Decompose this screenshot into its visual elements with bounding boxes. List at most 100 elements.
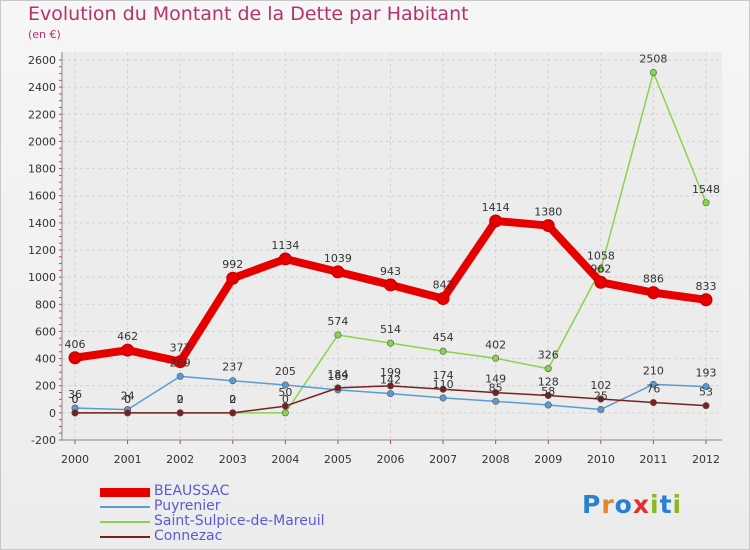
data-label: 2 xyxy=(177,393,184,406)
data-label: 454 xyxy=(433,331,454,344)
data-label: 50 xyxy=(278,386,292,399)
legend-swatch xyxy=(100,487,150,497)
data-point xyxy=(649,68,657,76)
legend-label: Puyrenier xyxy=(154,498,221,514)
data-point xyxy=(492,397,500,405)
data-point xyxy=(544,401,552,409)
y-tick-label: 2400 xyxy=(28,81,56,94)
data-label: 0 xyxy=(72,393,79,406)
legend-item: Saint-Sulpice-de-Mareuil xyxy=(100,514,360,529)
y-tick-label: 200 xyxy=(35,380,56,393)
data-label: 102 xyxy=(590,379,611,392)
logo-letter: i xyxy=(650,490,660,519)
data-label: 142 xyxy=(380,374,401,387)
data-point xyxy=(649,399,657,407)
data-label: 199 xyxy=(380,366,401,379)
data-label: 962 xyxy=(590,262,611,275)
data-point xyxy=(594,275,608,289)
data-label: 174 xyxy=(433,369,454,382)
data-label: 943 xyxy=(380,265,401,278)
x-tick-label: 2002 xyxy=(166,453,194,466)
data-point xyxy=(699,293,713,307)
data-point xyxy=(646,286,660,300)
data-point xyxy=(229,377,237,385)
data-label: 402 xyxy=(485,338,506,351)
data-point xyxy=(331,265,345,279)
x-tick-label: 2007 xyxy=(429,453,457,466)
legend-item: Puyrenier xyxy=(100,499,360,514)
data-point xyxy=(492,354,500,362)
proxiti-logo: Proxiti xyxy=(582,490,682,519)
data-point xyxy=(281,409,289,417)
data-point xyxy=(541,219,555,233)
data-label: 128 xyxy=(538,375,559,388)
legend-label: Connezac xyxy=(154,528,223,544)
data-label: 149 xyxy=(485,373,506,386)
y-tick-label: 1200 xyxy=(28,244,56,257)
legend-item: BEAUSSAC xyxy=(100,484,360,499)
data-point xyxy=(334,331,342,339)
data-label: 85 xyxy=(489,381,503,394)
x-tick-label: 2006 xyxy=(377,453,405,466)
x-tick-label: 2008 xyxy=(482,453,510,466)
x-tick-label: 2009 xyxy=(534,453,562,466)
legend-swatch xyxy=(100,536,150,538)
chart-title: Evolution du Montant de la Dette par Hab… xyxy=(28,3,469,25)
x-tick-label: 2001 xyxy=(114,453,142,466)
y-tick-label: 1800 xyxy=(28,163,56,176)
y-tick-label: 800 xyxy=(35,298,56,311)
data-point xyxy=(702,383,710,391)
data-point xyxy=(702,199,710,207)
data-label: 0 xyxy=(282,393,289,406)
data-label: 36 xyxy=(68,388,82,401)
data-label: 992 xyxy=(222,258,243,271)
data-point xyxy=(71,409,79,417)
legend-swatch xyxy=(100,521,150,523)
data-label: 514 xyxy=(380,323,401,336)
data-point xyxy=(173,355,187,369)
data-label: 25 xyxy=(594,389,608,402)
data-point xyxy=(544,391,552,399)
data-label: 0 xyxy=(124,393,131,406)
data-point xyxy=(489,214,503,228)
data-label: 406 xyxy=(65,338,86,351)
data-label: 1039 xyxy=(324,252,352,265)
data-label: 1380 xyxy=(534,206,562,219)
data-label: 2 xyxy=(229,393,236,406)
data-label: 110 xyxy=(433,378,454,391)
data-label: 1134 xyxy=(271,239,299,252)
data-label: 58 xyxy=(541,385,555,398)
data-point xyxy=(226,271,240,285)
y-tick-label: 2200 xyxy=(28,108,56,121)
data-label: 53 xyxy=(699,386,713,399)
y-tick-label: -200 xyxy=(31,434,56,447)
logo-letter: x xyxy=(632,490,650,519)
data-point xyxy=(281,381,289,389)
data-point xyxy=(124,409,132,417)
chart-subtitle: (en €) xyxy=(28,28,61,41)
data-label: 326 xyxy=(538,349,559,362)
data-point xyxy=(439,394,447,402)
data-point xyxy=(384,278,397,292)
data-label: 169 xyxy=(327,370,348,383)
y-tick-label: 2000 xyxy=(28,135,56,148)
data-point xyxy=(439,385,447,393)
x-tick-label: 2004 xyxy=(271,453,299,466)
data-label: 0 xyxy=(229,393,236,406)
data-label: 76 xyxy=(646,383,660,396)
x-tick-label: 2011 xyxy=(639,453,667,466)
data-label: 269 xyxy=(170,356,191,369)
logo-letter: r xyxy=(601,490,615,519)
data-point xyxy=(229,409,237,417)
y-tick-label: 600 xyxy=(35,325,56,338)
legend-label: Saint-Sulpice-de-Mareuil xyxy=(154,513,325,529)
data-label: 1414 xyxy=(482,201,510,214)
data-label: 833 xyxy=(696,280,717,293)
legend-swatch xyxy=(100,506,150,508)
data-label: 2508 xyxy=(639,52,667,65)
data-label: 0 xyxy=(177,393,184,406)
data-label: 1058 xyxy=(587,249,615,262)
data-point xyxy=(492,389,500,397)
data-point xyxy=(702,402,710,410)
data-point xyxy=(436,292,450,306)
